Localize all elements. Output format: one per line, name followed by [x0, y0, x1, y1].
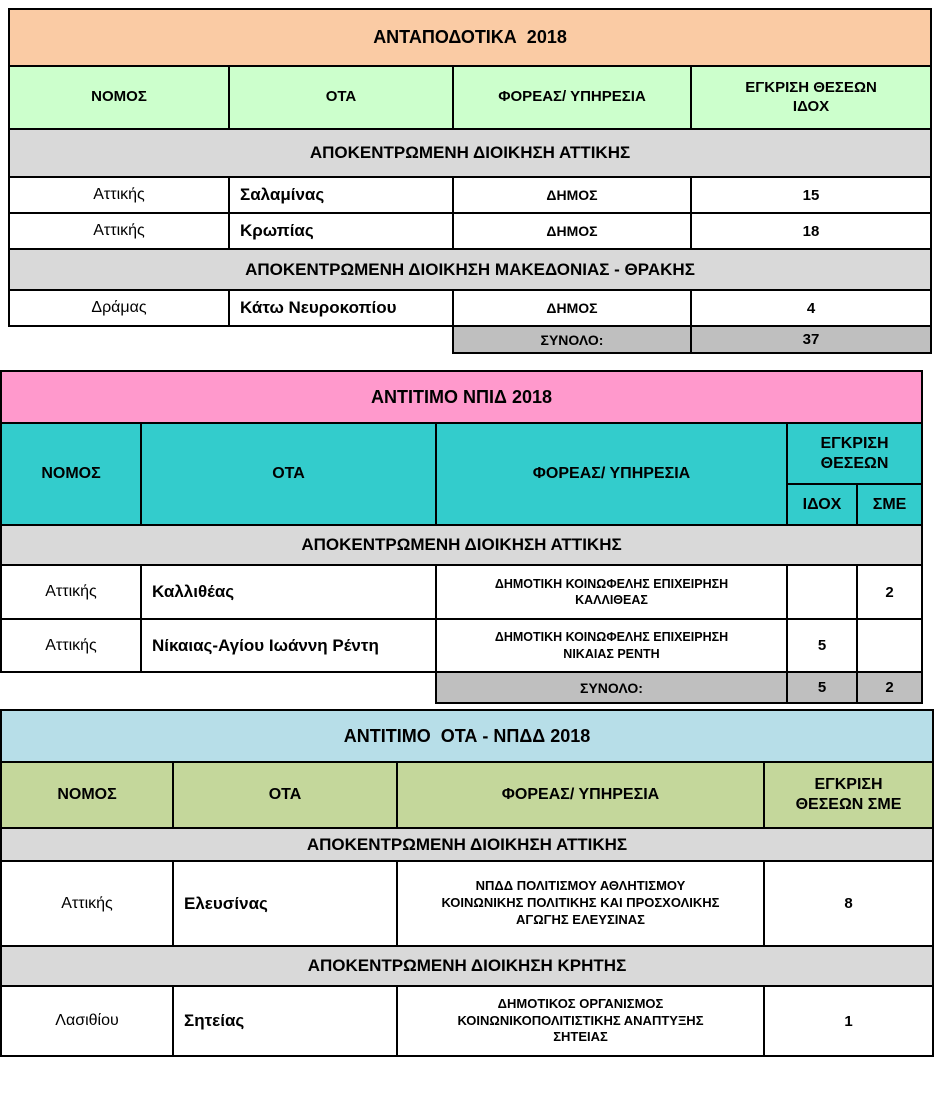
table-row: ΑΝΤΑΠΟΔΟΤΙΚΑ 2018	[7, 8, 933, 67]
header-idoh: ΙΔΟΧ	[786, 483, 858, 526]
empty-cell	[1, 672, 436, 703]
table-row: Λασιθίου Σητείας ΔΗΜΟΤΙΚΟΣ ΟΡΓΑΝΙΣΜΟΣ ΚΟ…	[0, 985, 934, 1057]
table-row: ΑΝΤΙΤΙΜΟ ΝΠΙΔ 2018	[0, 370, 924, 424]
cell-foreas: ΔΗΜΟΣ	[452, 289, 692, 327]
header-ota: ΟΤΑ	[140, 422, 437, 526]
cell-nomos: Λασιθίου	[0, 985, 174, 1057]
table-title: ΑΝΤΙΤΙΜΟ ΟΤΑ - ΝΠΔΔ 2018	[0, 709, 934, 763]
section-header: ΑΠΟΚΕΝΤΡΩΜΕΝΗ ΔΙΟΙΚΗΣΗ ΚΡΗΤΗΣ	[0, 945, 934, 987]
section-label: ΑΠΟΚΕΝΤΡΩΜΕΝΗ ΔΙΟΙΚΗΣΗ ΜΑΚΕΔΟΝΙΑΣ - ΘΡΑΚ…	[7, 248, 933, 291]
cell-foreas: ΔΗΜΟΣ	[452, 176, 692, 214]
cell-sme: 8	[763, 860, 934, 947]
total-row: ΣΥΝΟΛΟ: 37	[9, 325, 933, 354]
table-row: ΑΝΤΙΤΙΜΟ ΟΤΑ - ΝΠΔΔ 2018	[0, 709, 934, 763]
cell-nomos: Αττικής	[0, 618, 142, 673]
section-header: ΑΠΟΚΕΝΤΡΩΜΕΝΗ ΔΙΟΙΚΗΣΗ ΑΤΤΙΚΗΣ	[0, 827, 934, 862]
section-label: ΑΠΟΚΕΝΤΡΩΜΕΝΗ ΔΙΟΙΚΗΣΗ ΑΤΤΙΚΗΣ	[0, 827, 934, 862]
table-row: Δράμας Κάτω Νευροκοπίου ΔΗΜΟΣ 4	[8, 289, 933, 327]
table-antitimo-ota-npdd-2018: ΑΝΤΙΤΙΜΟ ΟΤΑ - ΝΠΔΔ 2018 ΝΟΜΟΣ ΟΤΑ ΦΟΡΕΑ…	[0, 709, 934, 1057]
total-value: 37	[689, 325, 933, 354]
cell-sme	[855, 618, 924, 673]
cell-idoh: 4	[689, 289, 933, 327]
section-label: ΑΠΟΚΕΝΤΡΩΜΕΝΗ ΔΙΟΙΚΗΣΗ ΑΤΤΙΚΗΣ	[0, 524, 924, 566]
header-foreas: ΦΟΡΕΑΣ/ ΥΠΗΡΕΣΙΑ	[435, 422, 788, 526]
total-row: ΣΥΝΟΛΟ: 5 2	[1, 671, 924, 704]
header-foreas: ΦΟΡΕΑΣ/ ΥΠΗΡΕΣΙΑ	[396, 761, 765, 829]
section-header: ΑΠΟΚΕΝΤΡΩΜΕΝΗ ΔΙΟΙΚΗΣΗ ΑΤΤΙΚΗΣ	[0, 524, 924, 566]
header-egkrisi-sme: ΕΓΚΡΙΣΗ ΘΕΣΕΩΝ ΣΜΕ	[763, 761, 934, 829]
table-title: ΑΝΤΑΠΟΔΟΤΙΚΑ 2018	[7, 8, 933, 67]
cell-ota: Σαλαμίνας	[228, 176, 454, 214]
cell-nomos: Αττικής	[8, 176, 230, 214]
header-nomos: ΝΟΜΟΣ	[0, 761, 174, 829]
header-egkrisi: ΕΓΚΡΙΣΗ ΘΕΣΕΩΝ	[785, 422, 924, 485]
section-label: ΑΠΟΚΕΝΤΡΩΜΕΝΗ ΔΙΟΙΚΗΣΗ ΑΤΤΙΚΗΣ	[7, 128, 933, 178]
table-antapodotika-2018: ΑΝΤΑΠΟΔΟΤΙΚΑ 2018 ΝΟΜΟΣ ΟΤΑ ΦΟΡΕΑΣ/ ΥΠΗΡ…	[7, 8, 933, 354]
cell-ota: Κάτω Νευροκοπίου	[228, 289, 454, 327]
section-label: ΑΠΟΚΕΝΤΡΩΜΕΝΗ ΔΙΟΙΚΗΣΗ ΚΡΗΤΗΣ	[0, 945, 934, 987]
table-row: ΝΟΜΟΣ ΟΤΑ ΦΟΡΕΑΣ/ ΥΠΗΡΕΣΙΑ ΕΓΚΡΙΣΗ ΘΕΣΕΩ…	[0, 761, 934, 829]
cell-foreas: ΔΗΜΟΤΙΚΗ ΚΟΙΝΩΦΕΛΗΣ ΕΠΙΧΕΙΡΗΣΗ ΝΙΚΑΙΑΣ Ρ…	[435, 618, 788, 673]
cell-ota: Κρωπίας	[228, 212, 454, 250]
table-row: ΙΔΟΧ ΣΜΕ	[1, 483, 924, 526]
empty-cell	[9, 326, 453, 353]
cell-nomos: Αττικής	[8, 212, 230, 250]
table-row: Αττικής Σαλαμίνας ΔΗΜΟΣ 15	[8, 176, 933, 214]
total-sme: 2	[855, 671, 924, 704]
cell-foreas: ΔΗΜΟΣ	[452, 212, 692, 250]
total-label: ΣΥΝΟΛΟ:	[452, 325, 692, 354]
cell-foreas: ΝΠΔΔ ΠΟΛΙΤΙΣΜΟΥ ΑΘΛΗΤΙΣΜΟΥ ΚΟΙΝΩΝΙΚΗΣ ΠΟ…	[396, 860, 765, 947]
table-row: Αττικής Ελευσίνας ΝΠΔΔ ΠΟΛΙΤΙΣΜΟΥ ΑΘΛΗΤΙ…	[0, 860, 934, 947]
table-title: ΑΝΤΙΤΙΜΟ ΝΠΙΔ 2018	[0, 370, 924, 424]
cell-nomos: Αττικής	[0, 860, 174, 947]
cell-idoh: 5	[786, 618, 858, 673]
header-foreas: ΦΟΡΕΑΣ/ ΥΠΗΡΕΣΙΑ	[452, 65, 692, 130]
header-sme: ΣΜΕ	[855, 483, 924, 526]
table-row: ΝΟΜΟΣ ΟΤΑ ΦΟΡΕΑΣ/ ΥΠΗΡΕΣΙΑ ΕΓΚΡΙΣΗ ΘΕΣΕΩ…	[8, 65, 933, 130]
cell-ota: Ελευσίνας	[172, 860, 398, 947]
cell-idoh: 18	[689, 212, 933, 250]
cell-ota: Καλλιθέας	[140, 564, 437, 620]
section-header: ΑΠΟΚΕΝΤΡΩΜΕΝΗ ΔΙΟΙΚΗΣΗ ΜΑΚΕΔΟΝΙΑΣ - ΘΡΑΚ…	[7, 248, 933, 291]
cell-sme: 2	[855, 564, 924, 620]
table-row: Αττικής Κρωπίας ΔΗΜΟΣ 18	[8, 212, 933, 250]
header-egkrisi-idoh: ΕΓΚΡΙΣΗ ΘΕΣΕΩΝ ΙΔΟΧ	[689, 65, 933, 130]
cell-sme: 1	[763, 985, 934, 1057]
header-ota: ΟΤΑ	[228, 65, 454, 130]
cell-idoh: 15	[689, 176, 933, 214]
cell-foreas: ΔΗΜΟΤΙΚΗ ΚΟΙΝΩΦΕΛΗΣ ΕΠΙΧΕΙΡΗΣΗ ΚΑΛΛΙΘΕΑΣ	[435, 564, 788, 620]
section-header: ΑΠΟΚΕΝΤΡΩΜΕΝΗ ΔΙΟΙΚΗΣΗ ΑΤΤΙΚΗΣ	[7, 128, 933, 178]
header-nomos: ΝΟΜΟΣ	[0, 422, 142, 526]
total-idoh: 5	[786, 671, 858, 704]
table-row: Αττικής Καλλιθέας ΔΗΜΟΤΙΚΗ ΚΟΙΝΩΦΕΛΗΣ ΕΠ…	[0, 564, 924, 620]
cell-ota: Νίκαιας-Αγίου Ιωάννη Ρέντη	[140, 618, 437, 673]
cell-idoh	[786, 564, 858, 620]
cell-ota: Σητείας	[172, 985, 398, 1057]
header-nomos: ΝΟΜΟΣ	[8, 65, 230, 130]
table-row: ΝΟΜΟΣ ΟΤΑ ΦΟΡΕΑΣ/ ΥΠΗΡΕΣΙΑ ΕΓΚΡΙΣΗ ΘΕΣΕΩ…	[0, 422, 924, 526]
table-antitimo-npid-2018: ΑΝΤΙΤΙΜΟ ΝΠΙΔ 2018 ΝΟΜΟΣ ΟΤΑ ΦΟΡΕΑΣ/ ΥΠΗ…	[0, 370, 924, 704]
cell-nomos: Δράμας	[8, 289, 230, 327]
cell-nomos: Αττικής	[0, 564, 142, 620]
cell-foreas: ΔΗΜΟΤΙΚΟΣ ΟΡΓΑΝΙΣΜΟΣ ΚΟΙΝΩΝΙΚΟΠΟΛΙΤΙΣΤΙΚ…	[396, 985, 765, 1057]
header-ota: ΟΤΑ	[172, 761, 398, 829]
total-label: ΣΥΝΟΛΟ:	[435, 671, 788, 704]
table-row: Αττικής Νίκαιας-Αγίου Ιωάννη Ρέντη ΔΗΜΟΤ…	[0, 618, 924, 673]
